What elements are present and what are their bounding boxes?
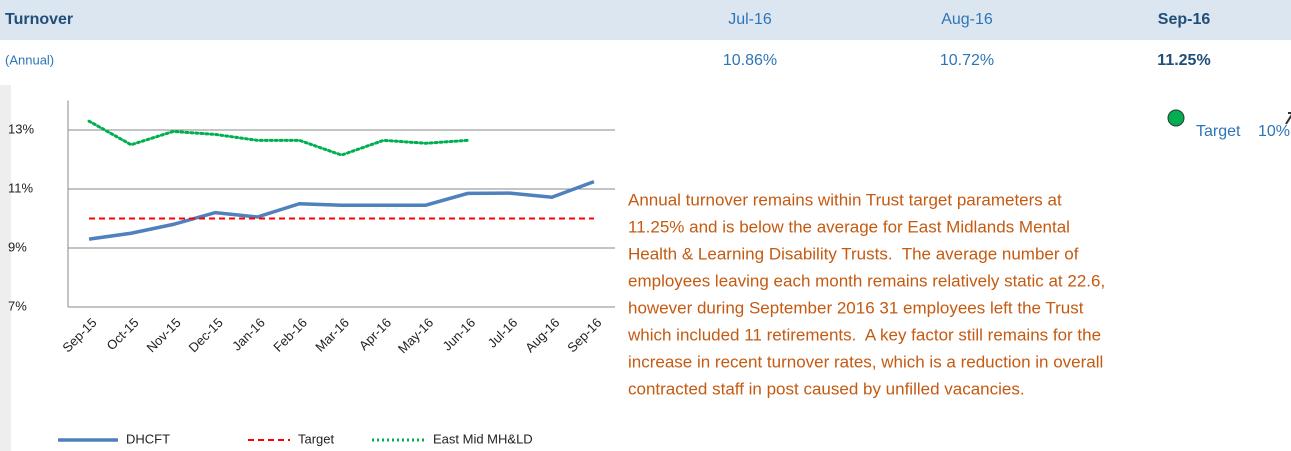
- month: Jul-16: [728, 11, 772, 28]
- x-tick-label: Jul-16: [485, 315, 521, 351]
- header-title: Turnover: [5, 11, 73, 28]
- x-tick-label: Sep-16: [564, 315, 604, 355]
- x-tick-label: Jan-16: [229, 315, 268, 354]
- y-tick-label: 7%: [8, 298, 27, 313]
- commentary-line: contracted staff in post caused by unfil…: [628, 379, 1025, 398]
- x-tick-label: Oct-15: [103, 315, 141, 353]
- x-tick-label: Feb-16: [270, 315, 310, 355]
- month: Sep-16: [1158, 11, 1211, 28]
- x-tick-label: Nov-15: [143, 315, 183, 355]
- commentary-line: Health & Learning Disability Trusts. The…: [628, 244, 1079, 263]
- header-band: [0, 0, 1291, 40]
- legend-label: East Mid MH&LD: [433, 431, 533, 446]
- month-value: 10.86%: [723, 52, 777, 69]
- commentary-line: 11.25% and is below the average for East…: [628, 217, 1070, 236]
- commentary-line: which included 11 retirements. A key fac…: [627, 325, 1101, 344]
- month-value: 11.25%: [1157, 52, 1210, 69]
- header-subtitle: (Annual): [5, 52, 54, 67]
- x-tick-label: Dec-15: [186, 315, 226, 355]
- x-tick-label: Sep-15: [59, 315, 99, 355]
- y-tick-label: 11%: [8, 180, 33, 195]
- legend-label: DHCFT: [126, 431, 170, 446]
- x-tick-label: Jun-16: [440, 315, 479, 354]
- y-tick-label: 9%: [8, 239, 27, 254]
- legend-label: Target: [298, 431, 335, 446]
- trend-arrow: [1285, 112, 1291, 125]
- x-tick-label: Apr-16: [356, 315, 394, 353]
- month: Aug-16: [941, 11, 993, 28]
- commentary-line: Annual turnover remains within Trust tar…: [628, 190, 1062, 209]
- series-line: [88, 179, 595, 241]
- status-icon: [1167, 109, 1185, 127]
- commentary-line: increase in recent turnover rates, which…: [628, 352, 1103, 371]
- y-tick-label: 13%: [8, 121, 34, 136]
- commentary: Annual turnover remains within Trust tar…: [627, 190, 1105, 398]
- x-tick-label: Mar-16: [312, 315, 352, 355]
- commentary-line: employees leaving each month remains rel…: [628, 271, 1105, 290]
- side-strip: [0, 85, 11, 451]
- target-label: Target: [1196, 123, 1241, 140]
- x-tick-label: Aug-16: [522, 315, 562, 355]
- series-line: [87, 119, 470, 157]
- month-value: 10.72%: [940, 52, 994, 69]
- target-value: 10%: [1258, 123, 1290, 140]
- x-tick-label: May-16: [395, 315, 436, 356]
- commentary-line: however during September 2016 31 employe…: [628, 298, 1084, 317]
